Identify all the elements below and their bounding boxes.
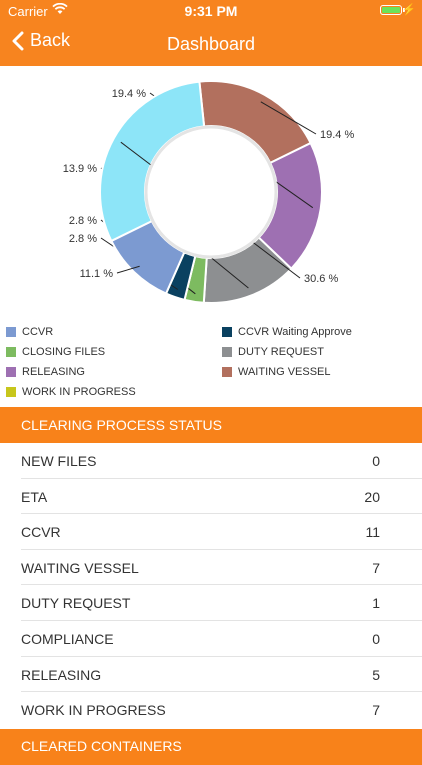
slice-value-label: 30.6 % [304, 273, 338, 285]
row-divider [21, 584, 422, 586]
legend-item-waiting-vessel: WAITING VESSEL [222, 365, 331, 379]
battery-icon [380, 5, 402, 15]
legend-item-releasing: RELEASING [6, 365, 85, 379]
page-title: Dashboard [166, 34, 256, 54]
row-value: 11 [365, 524, 380, 541]
row-value: 0 [372, 453, 380, 469]
list-item[interactable]: WAITING VESSEL 7 [0, 550, 422, 586]
slice-value-label: 11.1 % [80, 268, 114, 280]
slice-value-label: 2.8 % [69, 233, 97, 245]
slice-value-label: 13.9 % [63, 163, 97, 175]
row-value: 20 [364, 488, 380, 505]
legend-item-closing-files: CLOSING FILES [6, 345, 105, 359]
slice-value-label: 19.4 % [112, 88, 146, 100]
list-item[interactable]: ETA 20 [0, 479, 422, 515]
row-value: 7 [372, 702, 380, 719]
legend-swatch [222, 347, 232, 357]
navigation-bar: Back Dashboard [0, 22, 422, 66]
legend-swatch [6, 347, 16, 357]
cleared-section-header: CLEARED CONTAINERS [0, 729, 422, 765]
legend-label: CCVR [22, 326, 54, 338]
legend-item-duty-request: DUTY REQUEST [222, 345, 324, 359]
legend-swatch [6, 387, 16, 397]
legend-label: WORK IN PROGRESS [22, 386, 136, 398]
row-divider [21, 619, 422, 621]
legend-swatch [6, 367, 16, 377]
wifi-icon [52, 2, 68, 18]
legend-label: CCVR Waiting Approve [238, 326, 352, 338]
clearing-section-header: CLEARING PROCESS STATUS [0, 407, 422, 443]
list-item[interactable]: RELEASING 5 [0, 657, 422, 693]
back-button[interactable]: Back [12, 30, 70, 51]
donut-hole [144, 125, 278, 259]
slice-leader-line [260, 101, 317, 135]
row-divider [21, 655, 422, 657]
slice-value-label: 2.8 % [69, 215, 97, 227]
clearing-status-list: NEW FILES 0 ETA 20 CCVR 11 WAITING VESSE… [0, 443, 422, 728]
legend-swatch [222, 367, 232, 377]
status-bar: Carrier 9:31 PM ⚡ [0, 0, 422, 22]
row-label: DUTY REQUEST [21, 595, 131, 612]
row-label: COMPLIANCE [21, 630, 114, 647]
list-item[interactable]: COMPLIANCE 0 [0, 621, 422, 657]
slice-value-label: 19.4 % [320, 129, 354, 141]
list-item[interactable]: WORK IN PROGRESS 7 [0, 692, 422, 728]
clock-time: 9:31 PM [184, 3, 238, 19]
slice-leader-line [116, 265, 140, 274]
row-label: NEW FILES [21, 453, 97, 469]
row-divider [21, 548, 422, 550]
row-divider [21, 691, 422, 693]
row-label: RELEASING [21, 666, 102, 683]
battery-tip [403, 8, 405, 12]
chart-legend: CCVR CCVR Waiting Approve CLOSING FILES … [0, 322, 422, 402]
legend-item-ccvr-waiting-approve: CCVR Waiting Approve [222, 325, 352, 339]
legend-label: CLOSING FILES [22, 346, 106, 358]
row-label: WAITING VESSEL [21, 559, 139, 576]
back-label: Back [30, 30, 71, 50]
list-item[interactable]: DUTY REQUEST 1 [0, 585, 422, 621]
legend-swatch [222, 327, 232, 337]
carrier-label: Carrier [8, 4, 48, 19]
row-value: 7 [372, 559, 380, 576]
row-divider [21, 513, 422, 515]
legend-item-ccvr: CCVR [6, 325, 53, 339]
chevron-left-icon [12, 31, 24, 50]
list-item[interactable]: CCVR 11 [0, 514, 422, 550]
legend-label: DUTY REQUEST [238, 346, 324, 358]
donut-chart: 19.4 % 19.4 % 13.9 % 2.8 % 2.8 % 11.1 % 30.6 % [63, 80, 354, 304]
row-value: 1 [372, 595, 380, 612]
legend-label: WAITING VESSEL [238, 366, 331, 378]
row-value: 5 [372, 666, 380, 683]
legend-swatch [6, 327, 16, 337]
row-value: 0 [372, 630, 380, 647]
legend-label: RELEASING [22, 366, 85, 378]
list-item[interactable]: NEW FILES 0 [0, 443, 422, 479]
row-label: WORK IN PROGRESS [21, 702, 166, 719]
row-divider [21, 477, 422, 479]
row-label: ETA [21, 488, 48, 505]
legend-item-work-in-progress: WORK IN PROGRESS [6, 385, 136, 399]
row-label: CCVR [21, 524, 61, 541]
charging-bolt-icon: ⚡ [402, 4, 416, 16]
